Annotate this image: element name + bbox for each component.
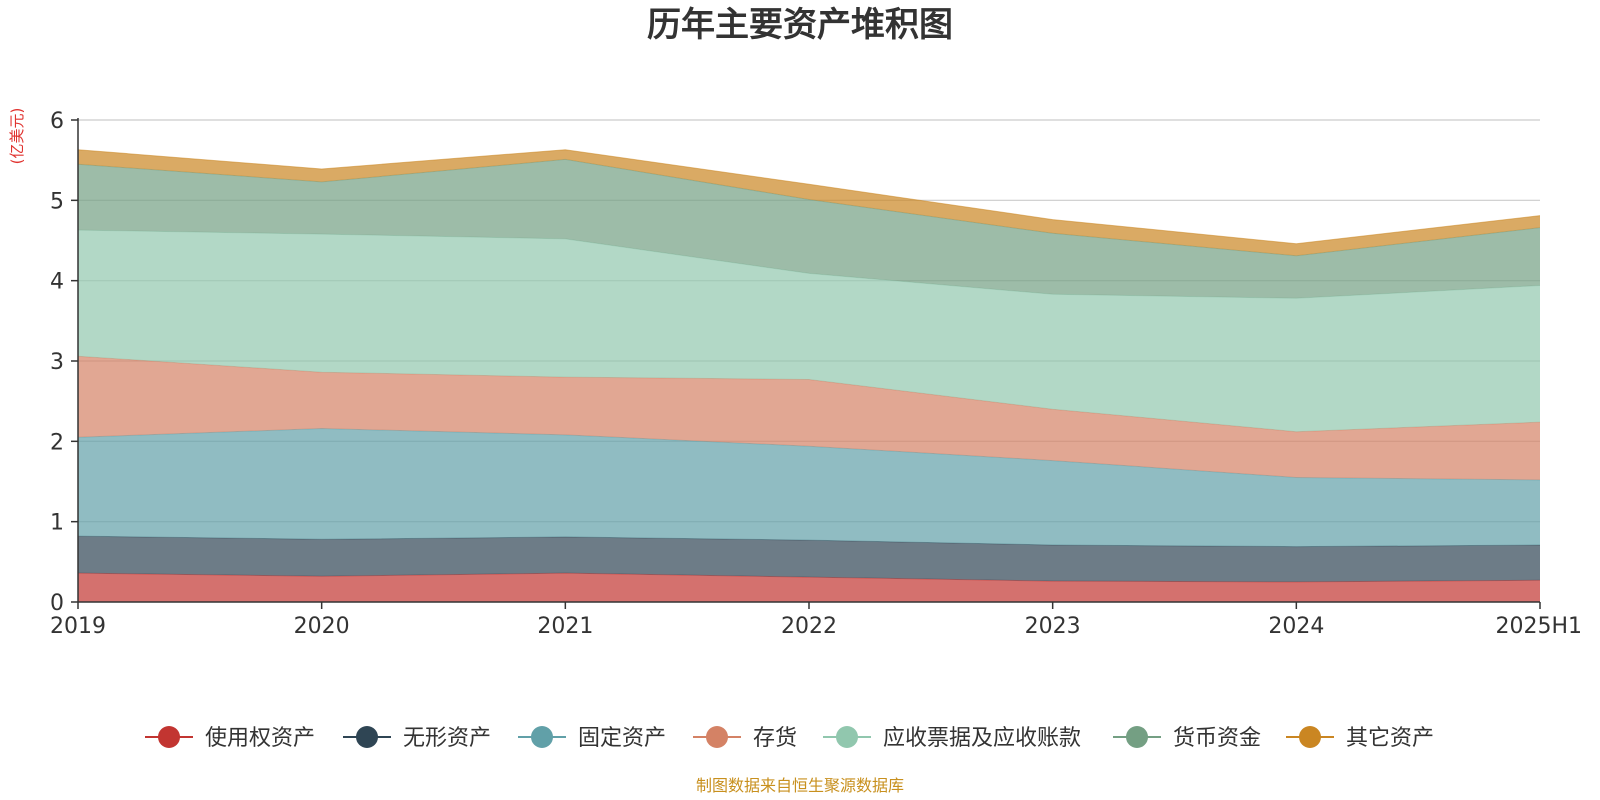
legend-swatch-marker bbox=[1126, 726, 1148, 748]
y-tick-label-5: 5 bbox=[50, 189, 64, 214]
legend-label: 货币资金 bbox=[1173, 726, 1261, 751]
legend-label: 其它资产 bbox=[1346, 726, 1434, 751]
area-series-7-edge bbox=[77, 149, 1541, 245]
legend-item-2[interactable]: 无形资产 bbox=[343, 726, 491, 751]
legend-label: 固定资产 bbox=[578, 726, 666, 751]
area-series-1[interactable] bbox=[78, 573, 1540, 602]
area-series-4[interactable] bbox=[78, 356, 1540, 480]
y-tick-label-3: 3 bbox=[50, 350, 64, 375]
legend[interactable]: 使用权资产 无形资产 固定资产 存货 应收票据及应收账款 货币资金 其它资产 bbox=[145, 726, 1434, 751]
x-tick-label-5: 2024 bbox=[1268, 614, 1324, 639]
legend-swatch-marker bbox=[158, 726, 180, 748]
legend-item-7[interactable]: 其它资产 bbox=[1286, 726, 1434, 751]
y-tick-label-4: 4 bbox=[50, 270, 64, 295]
y-tick-label-6: 6 bbox=[50, 109, 64, 134]
legend-label: 无形资产 bbox=[403, 726, 491, 751]
area-series-3[interactable] bbox=[78, 428, 1540, 547]
y-tick-label-0: 0 bbox=[50, 591, 64, 616]
x-tick-label-3: 2022 bbox=[781, 614, 837, 639]
legend-item-3[interactable]: 固定资产 bbox=[518, 726, 666, 751]
x-tick-label-1: 2020 bbox=[294, 614, 350, 639]
legend-item-6[interactable]: 货币资金 bbox=[1113, 726, 1261, 751]
legend-swatch-marker bbox=[836, 726, 858, 748]
x-tick-label-4: 2023 bbox=[1025, 614, 1081, 639]
source-note: 制图数据来自恒生聚源数据库 bbox=[696, 776, 904, 795]
y-tick-label-2: 2 bbox=[50, 430, 64, 455]
legend-item-5[interactable]: 应收票据及应收账款 bbox=[823, 726, 1081, 751]
legend-label: 使用权资产 bbox=[205, 726, 315, 751]
legend-swatch-marker bbox=[356, 726, 378, 748]
axes: 0 1 2 3 4 5 6 2019 2020 2021 2022 2023 2024 2025H1 bbox=[50, 109, 1582, 639]
area-series-2[interactable] bbox=[78, 536, 1540, 582]
chart-title: 历年主要资产堆积图 bbox=[647, 5, 953, 45]
x-tick-label-6: 2025H1 bbox=[1495, 614, 1582, 639]
y-tick-label-1: 1 bbox=[50, 511, 64, 536]
area-series-group bbox=[77, 149, 1541, 602]
x-tick-label-2: 2021 bbox=[537, 614, 593, 639]
legend-label: 存货 bbox=[753, 726, 797, 751]
area-series-5[interactable] bbox=[78, 230, 1540, 432]
legend-swatch-marker bbox=[706, 726, 728, 748]
area-series-6[interactable] bbox=[78, 159, 1540, 299]
legend-swatch-marker bbox=[531, 726, 553, 748]
legend-item-4[interactable]: 存货 bbox=[693, 726, 797, 751]
legend-swatch-marker bbox=[1299, 726, 1321, 748]
y-axis-unit-label: (亿美元) bbox=[8, 108, 26, 165]
x-tick-label-0: 2019 bbox=[50, 614, 106, 639]
legend-label: 应收票据及应收账款 bbox=[883, 726, 1081, 751]
legend-item-1[interactable]: 使用权资产 bbox=[145, 726, 315, 751]
